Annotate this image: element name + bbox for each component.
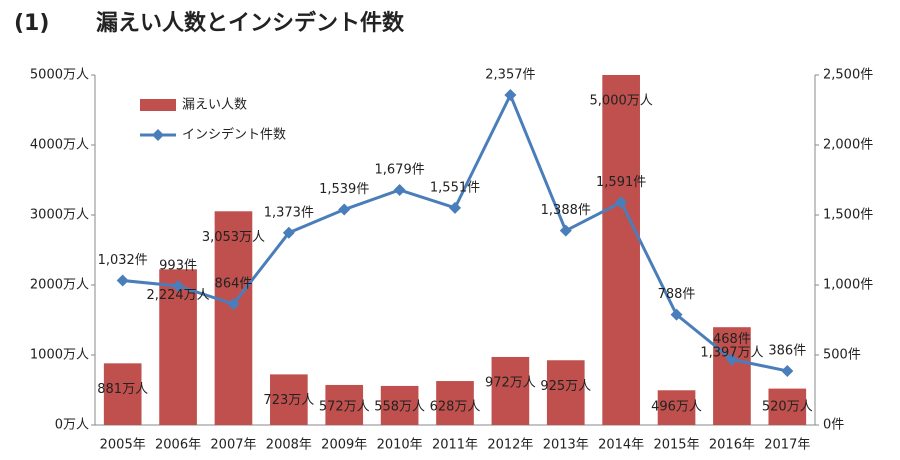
line-value-label: 2,357件 — [485, 68, 535, 83]
bar — [214, 211, 253, 425]
y-tick-label: 5000万人 — [30, 68, 89, 83]
bar — [768, 388, 807, 425]
line-marker — [227, 298, 240, 311]
line-value-label: 1,539件 — [319, 182, 369, 197]
legend-label: 漏えい人数 — [182, 97, 247, 113]
x-tick-label: 2007年 — [210, 438, 256, 453]
bar-value-label: 925万人 — [540, 379, 591, 394]
bar-value-label: 881万人 — [97, 382, 148, 397]
x-tick-label: 2011年 — [432, 438, 478, 453]
bar-value-label: 628万人 — [430, 400, 481, 415]
bar — [602, 75, 640, 425]
bar-value-label: 3,053万人 — [202, 230, 265, 245]
line-value-label: 468件 — [713, 332, 751, 347]
line-marker — [670, 308, 683, 321]
x-tick-label: 2005年 — [100, 438, 146, 453]
y2-tick-label: 1,500件 — [823, 208, 873, 223]
bar — [491, 356, 530, 425]
y2-tick-label: 0件 — [823, 418, 844, 433]
x-tick-label: 2014年 — [598, 438, 644, 453]
bar-value-label: 558万人 — [374, 400, 425, 415]
line-value-label: 1,373件 — [264, 205, 314, 220]
bar — [657, 390, 696, 425]
bar — [713, 327, 751, 425]
bar — [546, 360, 585, 425]
bar-value-label: 723万人 — [263, 393, 314, 408]
legend-swatch — [140, 99, 176, 111]
line-marker — [172, 279, 185, 292]
bar — [380, 385, 419, 425]
bar — [270, 374, 308, 425]
bar-value-label: 2,224万人 — [146, 288, 209, 303]
y-tick-label: 3000万人 — [30, 208, 89, 223]
x-tick-label: 2008年 — [266, 438, 312, 453]
bar — [159, 269, 197, 425]
bar-value-label: 572万人 — [319, 400, 370, 415]
line-value-label: 1,679件 — [375, 162, 425, 177]
x-tick-label: 2012年 — [487, 438, 533, 453]
bar — [103, 363, 142, 425]
y2-tick-label: 500件 — [823, 348, 861, 363]
bar-value-label: 520万人 — [762, 400, 813, 415]
line-marker — [449, 201, 461, 214]
bar-value-label: 1,397万人 — [700, 346, 763, 361]
legend-label: インシデント件数 — [182, 127, 286, 143]
x-tick-label: 2009年 — [321, 438, 367, 453]
legend-marker — [152, 129, 164, 141]
line-value-label: 1,388件 — [541, 203, 591, 218]
line-value-label: 1,032件 — [98, 253, 148, 268]
y-tick-label: 4000万人 — [30, 138, 89, 153]
x-tick-label: 2010年 — [377, 438, 423, 453]
x-tick-label: 2015年 — [653, 438, 699, 453]
line-value-label: 993件 — [159, 258, 197, 273]
y-tick-label: 2000万人 — [30, 278, 89, 293]
y2-tick-label: 2,500件 — [823, 68, 873, 83]
line-marker — [781, 364, 794, 377]
x-tick-label: 2013年 — [543, 438, 589, 453]
chart-title-prefix: (1) — [14, 11, 49, 36]
line-marker — [282, 226, 295, 239]
line-marker — [559, 224, 572, 237]
x-tick-label: 2017年 — [764, 438, 810, 453]
y-tick-label: 0万人 — [55, 418, 89, 433]
line-value-label: 1,591件 — [596, 175, 646, 190]
line-marker — [725, 353, 738, 366]
line-value-label: 864件 — [215, 277, 253, 292]
y2-tick-label: 2,000件 — [823, 138, 873, 153]
y2-tick-label: 1,000件 — [823, 278, 873, 293]
line-value-label: 788件 — [658, 287, 696, 302]
bar-value-label: 496万人 — [651, 400, 702, 415]
line-marker — [393, 183, 406, 196]
x-tick-label: 2006年 — [155, 438, 201, 453]
line-marker — [504, 89, 517, 102]
chart-title: 漏えい人数とインシデント件数 — [96, 10, 405, 36]
x-tick-label: 2016年 — [709, 438, 755, 453]
y-tick-label: 1000万人 — [30, 348, 89, 363]
bar — [436, 381, 474, 425]
bar — [325, 384, 364, 425]
line-value-label: 386件 — [768, 343, 806, 358]
line-marker — [615, 196, 628, 209]
bar-value-label: 972万人 — [485, 375, 536, 390]
line-value-label: 1,551件 — [430, 180, 480, 195]
line-marker — [338, 203, 351, 216]
bar-value-label: 5,000万人 — [590, 94, 653, 109]
line-marker — [116, 274, 129, 287]
